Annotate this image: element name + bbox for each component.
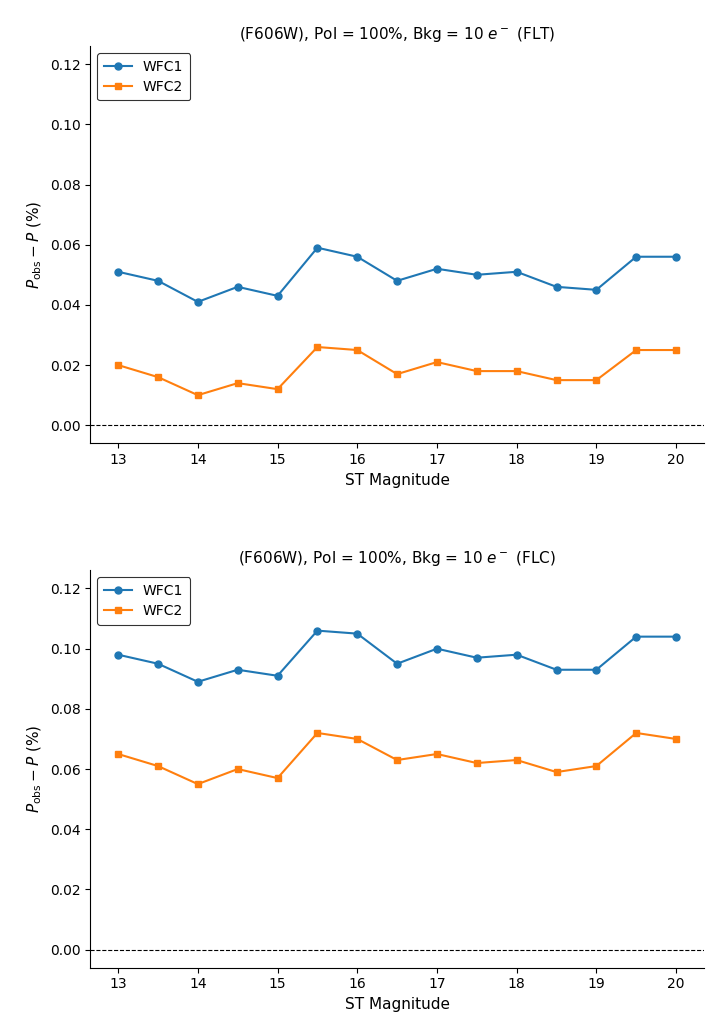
WFC1 [393,274,401,287]
WFC1 [233,281,242,293]
WFC1 [671,251,680,263]
Title: (F606W), Pol = 100%, Bkg = 10 $e^-$ (FLT): (F606W), Pol = 100%, Bkg = 10 $e^-$ (FLT… [239,26,555,44]
WFC1 [313,242,322,254]
WFC1 [233,664,242,676]
WFC1 [273,290,282,302]
WFC2 [632,344,640,356]
WFC2 [552,374,561,386]
WFC2 [393,754,401,766]
X-axis label: ST Magnitude: ST Magnitude [344,473,450,487]
WFC1 [114,648,123,660]
WFC2 [632,727,640,739]
WFC2 [154,760,162,772]
WFC1 [193,676,202,688]
WFC1 [632,251,640,263]
WFC2 [592,760,601,772]
WFC2 [552,766,561,778]
WFC2 [353,733,362,745]
Line: WFC2: WFC2 [115,729,679,787]
WFC2 [513,754,521,766]
WFC1 [353,251,362,263]
WFC2 [353,344,362,356]
WFC2 [313,727,322,739]
WFC1 [552,664,561,676]
WFC2 [193,778,202,791]
Legend: WFC1, WFC2: WFC1, WFC2 [97,578,191,625]
WFC1 [513,648,521,660]
WFC2 [432,748,441,760]
WFC2 [472,757,481,769]
WFC1 [472,268,481,281]
Line: WFC2: WFC2 [115,343,679,398]
WFC1 [552,281,561,293]
WFC2 [114,359,123,372]
WFC1 [193,296,202,308]
WFC1 [154,657,162,670]
WFC1 [313,625,322,637]
WFC1 [393,657,401,670]
WFC2 [193,389,202,401]
WFC1 [273,670,282,682]
WFC1 [632,631,640,643]
WFC1 [592,664,601,676]
X-axis label: ST Magnitude: ST Magnitude [344,997,450,1012]
Y-axis label: $P_{\mathrm{obs}} - P$ (%): $P_{\mathrm{obs}} - P$ (%) [26,725,44,813]
WFC1 [513,265,521,278]
WFC2 [273,772,282,784]
WFC2 [393,368,401,380]
WFC1 [671,631,680,643]
Y-axis label: $P_{\mathrm{obs}} - P$ (%): $P_{\mathrm{obs}} - P$ (%) [26,201,44,289]
WFC2 [233,377,242,389]
WFC2 [671,733,680,745]
WFC1 [154,274,162,287]
WFC2 [233,763,242,775]
WFC1 [353,628,362,640]
WFC1 [114,265,123,278]
WFC2 [671,344,680,356]
WFC2 [114,748,123,760]
WFC1 [592,284,601,296]
WFC2 [154,371,162,383]
Legend: WFC1, WFC2: WFC1, WFC2 [97,53,191,100]
WFC2 [472,365,481,377]
Line: WFC1: WFC1 [115,627,679,685]
WFC2 [513,365,521,377]
WFC2 [313,341,322,353]
WFC1 [472,651,481,664]
WFC1 [432,642,441,654]
WFC1 [432,262,441,274]
Line: WFC1: WFC1 [115,245,679,305]
WFC2 [432,356,441,369]
WFC2 [273,383,282,395]
WFC2 [592,374,601,386]
Title: (F606W), Pol = 100%, Bkg = 10 $e^-$ (FLC): (F606W), Pol = 100%, Bkg = 10 $e^-$ (FLC… [238,550,556,568]
